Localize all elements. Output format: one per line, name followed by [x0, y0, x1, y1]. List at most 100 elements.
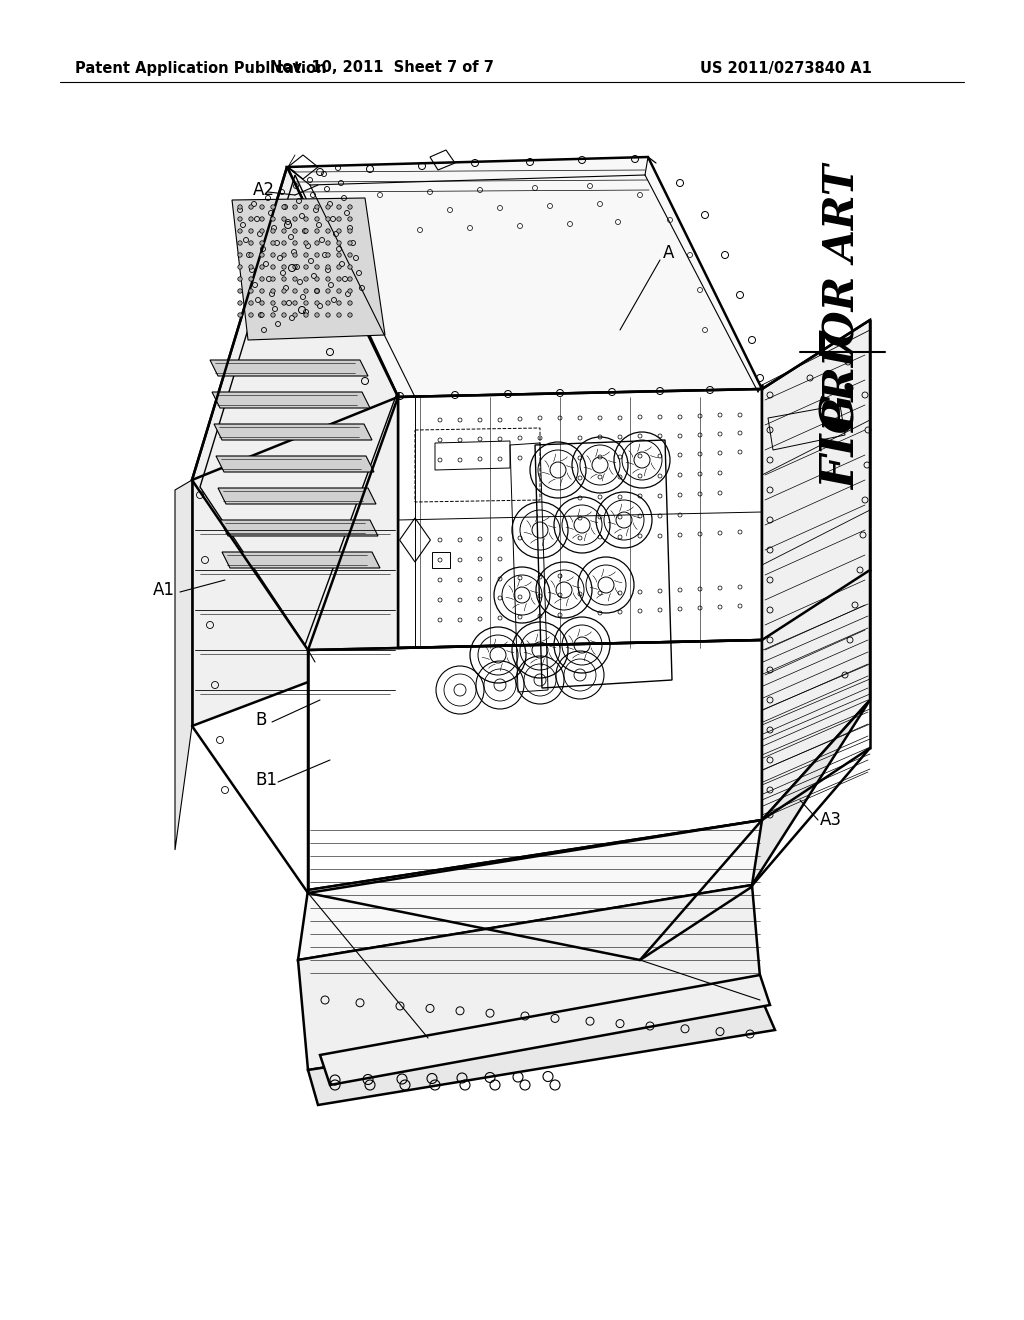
Polygon shape: [762, 319, 870, 820]
Circle shape: [270, 216, 275, 222]
Text: FIG. 7: FIG. 7: [820, 330, 866, 490]
Circle shape: [249, 253, 253, 257]
Polygon shape: [308, 1001, 775, 1105]
Polygon shape: [398, 389, 762, 648]
Circle shape: [293, 301, 297, 305]
Circle shape: [326, 216, 330, 222]
Circle shape: [282, 228, 286, 234]
Circle shape: [238, 253, 243, 257]
Text: A: A: [663, 244, 675, 261]
Text: A3: A3: [820, 810, 842, 829]
Circle shape: [326, 313, 330, 317]
Polygon shape: [232, 198, 385, 341]
Circle shape: [304, 289, 308, 293]
Circle shape: [249, 240, 253, 246]
Circle shape: [238, 205, 243, 209]
Circle shape: [304, 265, 308, 269]
Circle shape: [293, 228, 297, 234]
Circle shape: [282, 313, 286, 317]
Circle shape: [270, 205, 275, 209]
Circle shape: [282, 253, 286, 257]
Circle shape: [270, 240, 275, 246]
Circle shape: [260, 265, 264, 269]
Circle shape: [304, 240, 308, 246]
Circle shape: [282, 277, 286, 281]
Circle shape: [293, 289, 297, 293]
Circle shape: [337, 313, 341, 317]
Circle shape: [337, 228, 341, 234]
Circle shape: [260, 313, 264, 317]
Circle shape: [282, 205, 286, 209]
Circle shape: [260, 240, 264, 246]
Text: A1: A1: [153, 581, 175, 599]
Circle shape: [293, 240, 297, 246]
Text: PRIOR ART: PRIOR ART: [822, 164, 864, 432]
Circle shape: [293, 277, 297, 281]
Polygon shape: [298, 884, 762, 1071]
Circle shape: [260, 228, 264, 234]
Circle shape: [314, 277, 319, 281]
Circle shape: [260, 216, 264, 222]
Circle shape: [282, 289, 286, 293]
Circle shape: [337, 240, 341, 246]
Circle shape: [270, 277, 275, 281]
Circle shape: [238, 228, 243, 234]
Polygon shape: [175, 480, 193, 850]
Circle shape: [249, 228, 253, 234]
Circle shape: [270, 313, 275, 317]
Circle shape: [314, 205, 319, 209]
Circle shape: [314, 301, 319, 305]
Circle shape: [249, 216, 253, 222]
Circle shape: [282, 265, 286, 269]
Circle shape: [293, 205, 297, 209]
Circle shape: [249, 205, 253, 209]
Circle shape: [238, 240, 243, 246]
Text: A2: A2: [253, 181, 275, 199]
Circle shape: [326, 228, 330, 234]
Circle shape: [260, 205, 264, 209]
Polygon shape: [640, 700, 870, 960]
Circle shape: [337, 301, 341, 305]
Circle shape: [314, 265, 319, 269]
Circle shape: [282, 216, 286, 222]
Circle shape: [260, 301, 264, 305]
Circle shape: [282, 240, 286, 246]
Circle shape: [260, 277, 264, 281]
Circle shape: [293, 253, 297, 257]
Circle shape: [238, 313, 243, 317]
Polygon shape: [220, 520, 378, 536]
Circle shape: [326, 253, 330, 257]
Circle shape: [337, 216, 341, 222]
Circle shape: [337, 205, 341, 209]
Circle shape: [348, 313, 352, 317]
Circle shape: [238, 216, 243, 222]
Circle shape: [348, 265, 352, 269]
Polygon shape: [319, 975, 770, 1085]
Circle shape: [337, 265, 341, 269]
Polygon shape: [210, 360, 368, 376]
Circle shape: [249, 277, 253, 281]
Circle shape: [249, 301, 253, 305]
Polygon shape: [218, 488, 376, 504]
Circle shape: [249, 289, 253, 293]
Circle shape: [304, 277, 308, 281]
Text: Patent Application Publication: Patent Application Publication: [75, 61, 327, 75]
Circle shape: [326, 301, 330, 305]
Circle shape: [326, 265, 330, 269]
Circle shape: [304, 301, 308, 305]
Circle shape: [270, 301, 275, 305]
Circle shape: [260, 289, 264, 293]
Circle shape: [270, 289, 275, 293]
Circle shape: [270, 253, 275, 257]
Circle shape: [249, 265, 253, 269]
Circle shape: [326, 277, 330, 281]
Circle shape: [304, 205, 308, 209]
Circle shape: [260, 253, 264, 257]
Circle shape: [314, 253, 319, 257]
Circle shape: [270, 228, 275, 234]
Polygon shape: [308, 640, 762, 890]
Circle shape: [348, 253, 352, 257]
Circle shape: [314, 313, 319, 317]
Circle shape: [304, 253, 308, 257]
Polygon shape: [212, 392, 370, 408]
